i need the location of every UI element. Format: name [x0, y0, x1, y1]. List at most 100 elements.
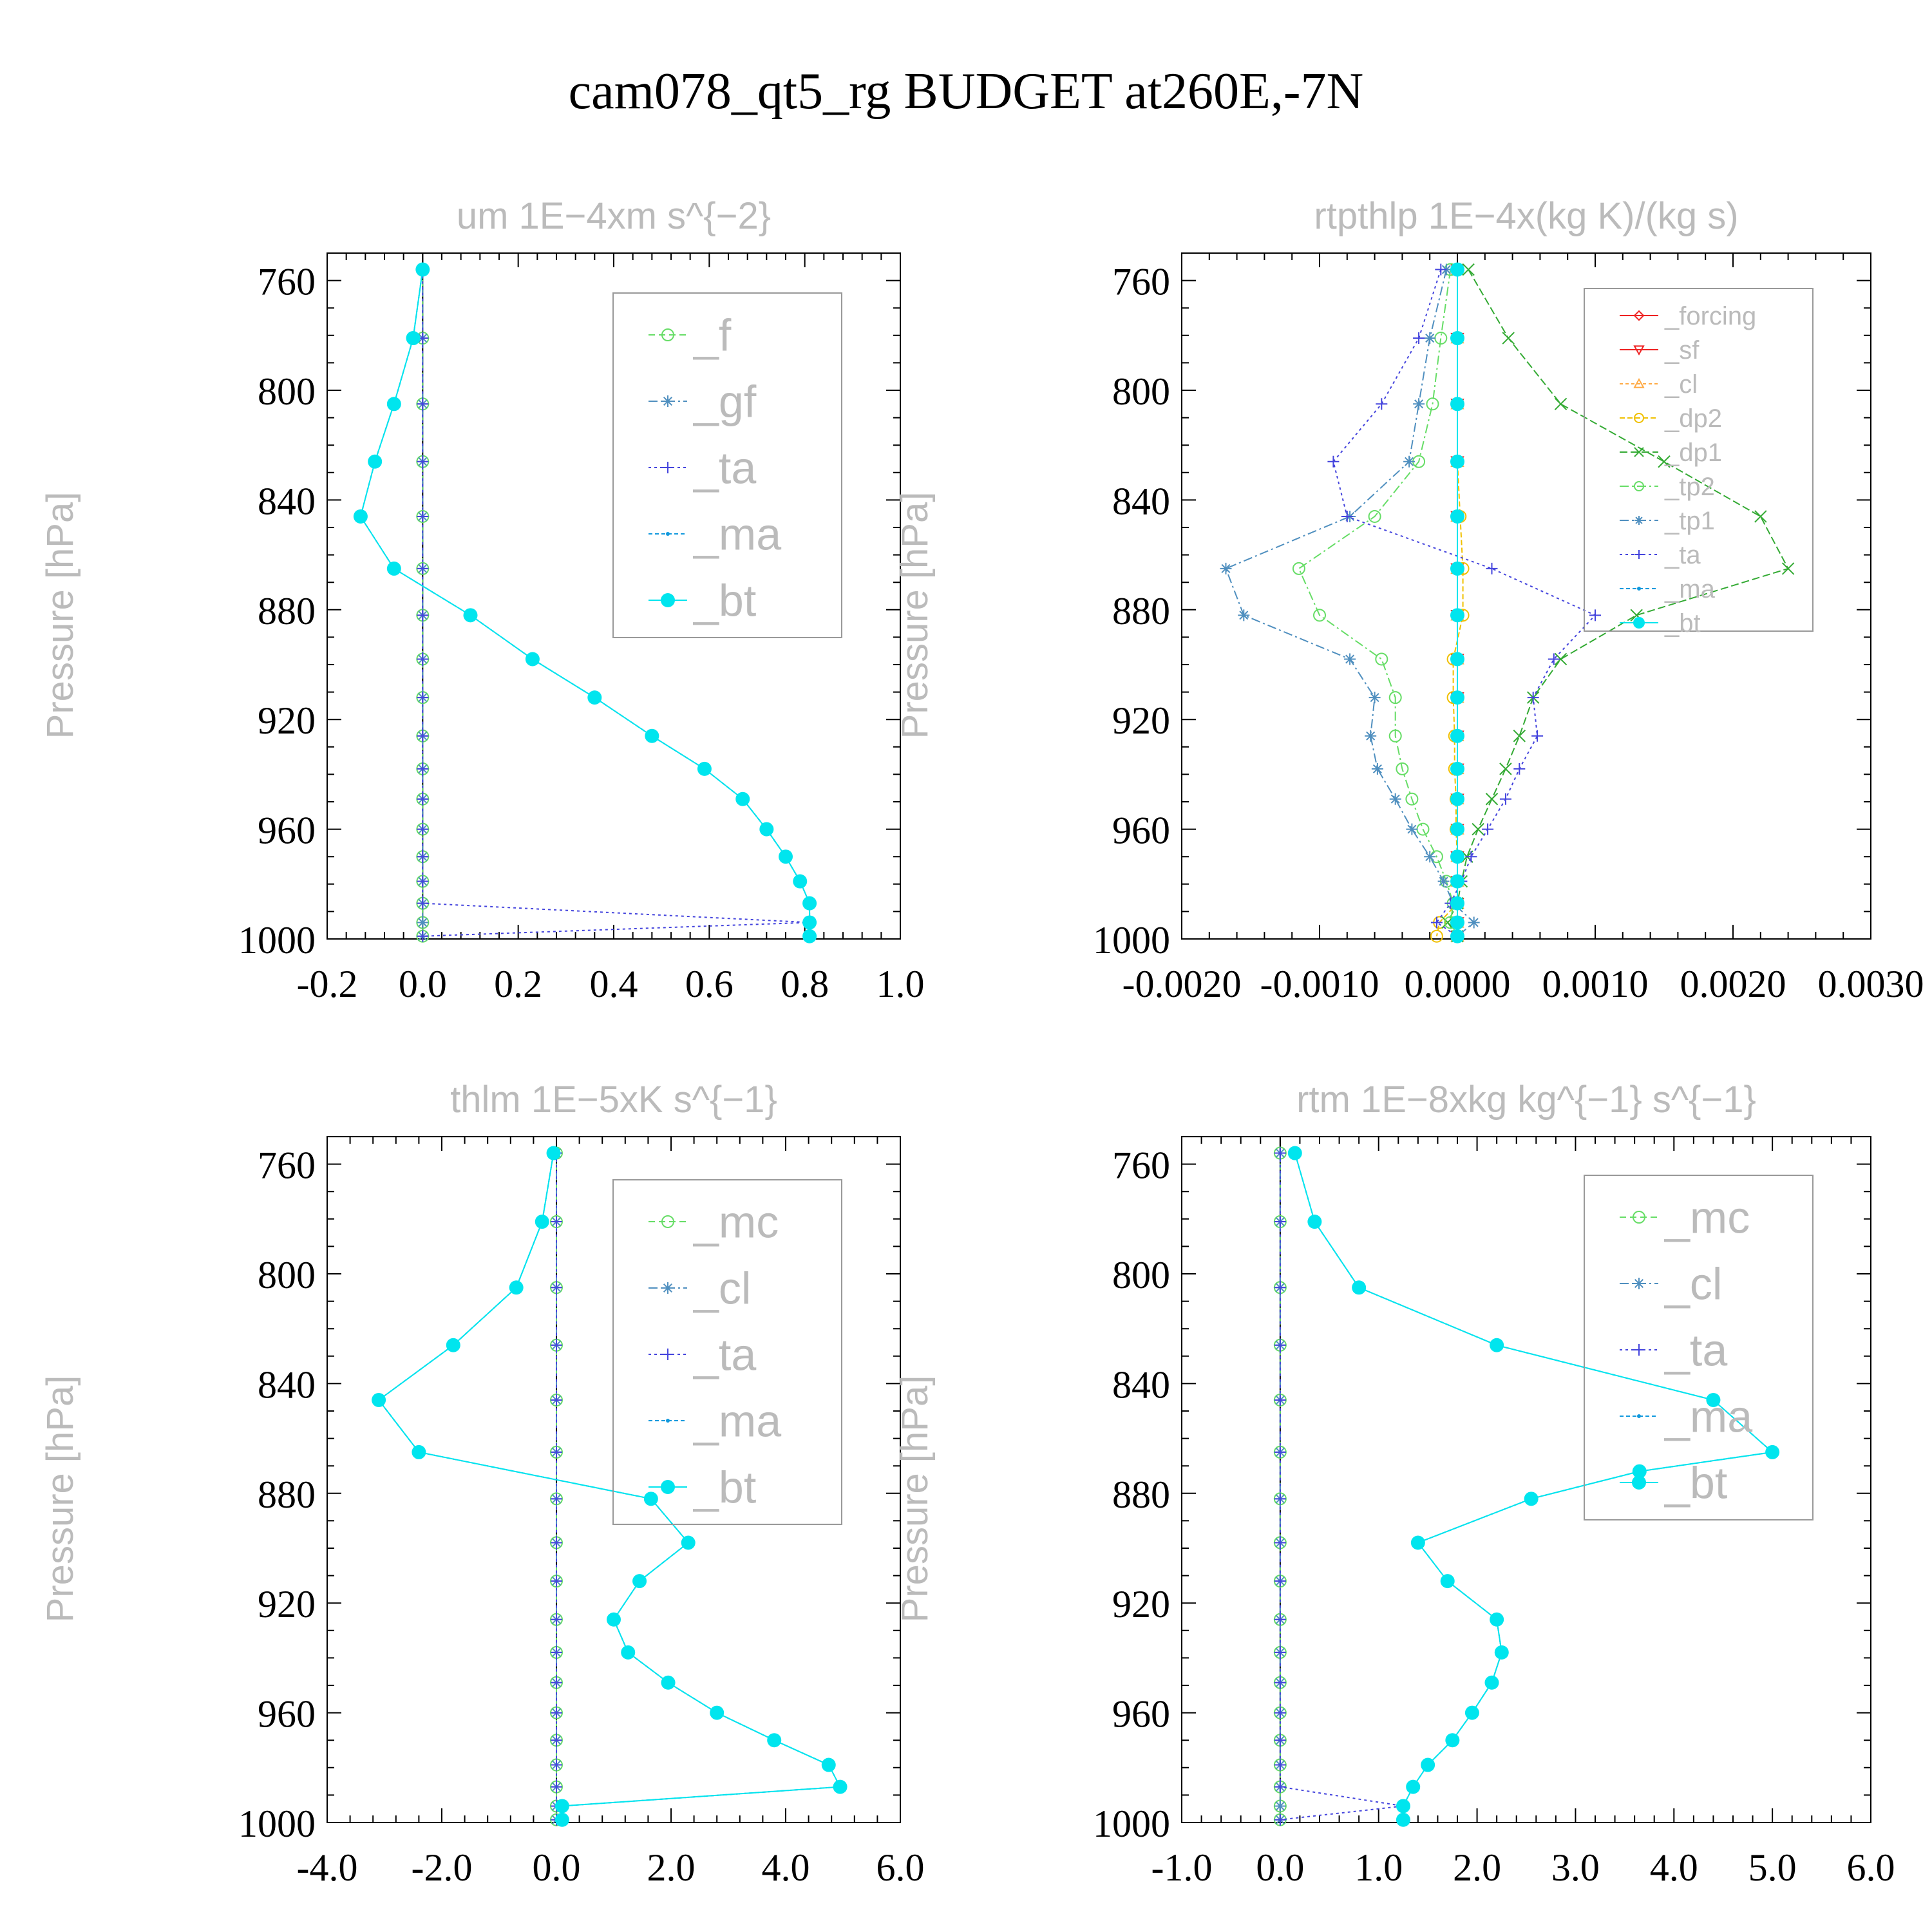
data-point: [1554, 397, 1567, 411]
data-point: [1274, 1734, 1286, 1747]
data-point: [551, 1575, 562, 1587]
legend-label: _ta: [1664, 541, 1701, 569]
data-point: [1344, 653, 1356, 665]
data-point: [793, 874, 808, 889]
data-point: [1450, 728, 1464, 743]
data-point: [821, 1757, 836, 1772]
data-point: [386, 561, 401, 576]
data-point: [535, 1215, 549, 1229]
data-point: [1410, 1535, 1425, 1550]
data-point: [551, 1394, 562, 1406]
legend-label: _f: [692, 310, 732, 361]
data-point: [417, 510, 429, 522]
data-point: [417, 930, 429, 942]
data-point: [1274, 1613, 1286, 1625]
data-point: [1274, 1575, 1286, 1587]
data-point: [1482, 823, 1494, 835]
data-point: [643, 1492, 658, 1506]
data-point: [1413, 398, 1425, 410]
x-tick-label: -2.0: [412, 1846, 473, 1889]
y-tick-label: 960: [1112, 1693, 1170, 1736]
data-point: [1274, 1707, 1286, 1719]
y-tick-label: 760: [1112, 261, 1170, 303]
data-point: [1274, 1800, 1286, 1812]
data-point: [1396, 1812, 1410, 1827]
data-point: [525, 652, 540, 667]
data-point: [1450, 608, 1464, 623]
y-tick-label: 800: [258, 370, 316, 413]
data-point: [1445, 1733, 1460, 1748]
data-point: [1513, 730, 1526, 743]
data-point: [417, 730, 429, 742]
x-tick-label: 0.0010: [1542, 963, 1649, 1005]
data-point: [551, 1707, 562, 1719]
x-tick-label: -4.0: [297, 1846, 358, 1889]
data-point: [509, 1280, 524, 1295]
data-point: [1421, 1757, 1435, 1772]
data-point: [551, 1339, 562, 1351]
y-tick-label: 960: [258, 1693, 316, 1736]
x-tick-label: 6.0: [1847, 1846, 1895, 1889]
x-tick-label: 0.0: [1256, 1846, 1304, 1889]
data-point: [1274, 1781, 1286, 1793]
x-tick-label: 0.0: [533, 1846, 581, 1889]
y-tick-label: 760: [1112, 1144, 1170, 1187]
data-point: [1406, 823, 1418, 835]
data-point: [551, 1734, 562, 1747]
x-tick-label: 6.0: [876, 1846, 925, 1889]
data-point: [1464, 1705, 1479, 1720]
x-tick-label: -0.0020: [1122, 963, 1242, 1005]
data-point: [1313, 609, 1326, 622]
data-point: [551, 1493, 562, 1505]
x-tick-label: 0.6: [685, 963, 734, 1005]
data-point: [621, 1645, 636, 1660]
data-point: [1754, 510, 1767, 523]
data-point: [1274, 1147, 1286, 1159]
data-point: [386, 397, 401, 412]
data-point: [417, 793, 429, 805]
y-tick-label: 920: [258, 699, 316, 742]
data-point: [554, 1812, 569, 1827]
data-point: [1472, 822, 1484, 836]
legend-marker: [661, 1480, 675, 1494]
legend: _f _gf _ta _ma _bt: [612, 292, 842, 638]
data-point: [1465, 851, 1477, 863]
data-point: [1365, 730, 1377, 742]
x-tick-label: -0.0010: [1260, 963, 1379, 1005]
legend-marker: [1637, 587, 1641, 591]
data-point: [1274, 1814, 1286, 1826]
data-point: [1450, 454, 1464, 469]
data-point: [417, 562, 429, 574]
x-tick-label: 1.0: [1354, 1846, 1403, 1889]
data-point: [710, 1705, 724, 1720]
data-point: [417, 823, 429, 835]
data-point: [1424, 332, 1436, 345]
y-tick-label: 840: [258, 480, 316, 522]
data-point: [1396, 762, 1409, 775]
data-point: [551, 1646, 562, 1658]
data-point: [1632, 1464, 1647, 1479]
legend-marker: [661, 593, 675, 607]
x-tick-label: 5.0: [1748, 1846, 1797, 1889]
legend-label: _gf: [692, 377, 757, 427]
x-tick-label: 2.0: [1453, 1846, 1501, 1889]
data-point: [1220, 562, 1232, 574]
legend-label: _bt: [692, 576, 756, 626]
data-point: [1554, 652, 1567, 666]
data-point: [551, 1216, 562, 1228]
legend: _mc _cl _ta _ma _bt: [1584, 1175, 1814, 1520]
data-point: [1274, 1446, 1286, 1458]
legend-label: _ma: [692, 1396, 781, 1446]
legend-label: _bt: [1664, 609, 1701, 638]
panel-title: rtm 1E−8xkg kg^{−1} s^{−1}: [1296, 1079, 1756, 1121]
y-tick-label: 960: [1112, 810, 1170, 852]
data-point: [412, 1444, 426, 1459]
data-point: [1440, 1574, 1455, 1589]
y-tick-label: 920: [1112, 1583, 1170, 1625]
data-point: [1406, 1779, 1421, 1794]
legend-marker: [662, 1349, 674, 1360]
y-axis-label: Pressure [hPa]: [894, 492, 936, 739]
data-point: [607, 1612, 621, 1627]
x-tick-label: 1.0: [876, 963, 925, 1005]
